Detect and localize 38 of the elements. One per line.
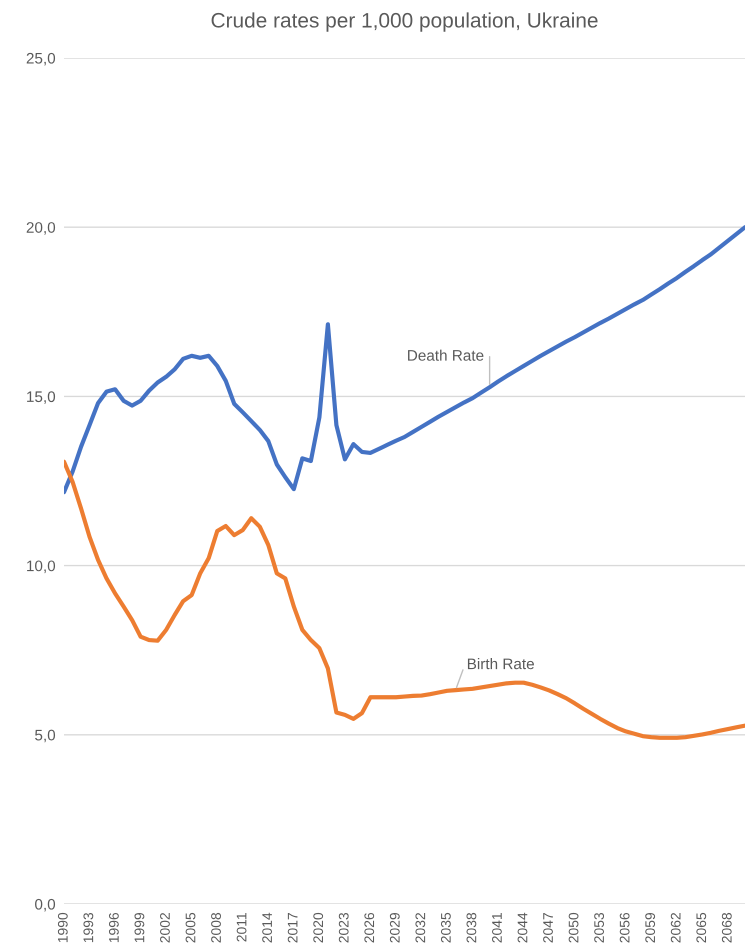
x-tick-label: 2050 xyxy=(568,912,578,943)
x-tick-label: 2029 xyxy=(390,912,400,943)
y-tick-label: 10,0 xyxy=(27,560,56,574)
x-tick-label: 2023 xyxy=(338,912,349,943)
x-tick-label: 1993 xyxy=(83,912,94,942)
x-tick-label: 2038 xyxy=(466,912,476,943)
x-tick-label: 2047 xyxy=(543,913,553,943)
x-tick-label: 2062 xyxy=(670,913,681,943)
series-label: Birth Rate xyxy=(468,658,534,670)
x-tick-label: 2005 xyxy=(186,912,196,943)
series-label: Death Rate xyxy=(408,350,484,361)
x-tick-label: 1996 xyxy=(108,912,119,942)
x-tick-label: 2056 xyxy=(620,912,630,943)
line-series xyxy=(64,460,745,740)
x-tick-label: 2041 xyxy=(492,913,502,943)
x-tick-label: 1999 xyxy=(134,912,144,942)
x-tick-label: 2017 xyxy=(288,913,298,943)
y-tick-label: 5,0 xyxy=(35,730,56,742)
x-tick-label: 2014 xyxy=(262,912,272,943)
x-tick-label: 2068 xyxy=(722,912,732,943)
x-tick-label: 2002 xyxy=(160,913,170,943)
y-tick-label: 20,0 xyxy=(26,222,56,235)
x-tick-label: 1990 xyxy=(58,912,68,942)
y-tick-label: 15,0 xyxy=(27,391,56,404)
x-tick-label: 2059 xyxy=(645,912,656,943)
x-tick-label: 2008 xyxy=(211,912,221,943)
y-tick-label: 25,0 xyxy=(26,52,56,66)
x-tick-label: 2026 xyxy=(364,912,374,943)
x-tick-label: 2035 xyxy=(440,912,451,943)
line-series xyxy=(64,225,745,494)
x-tick-label: 2065 xyxy=(696,912,706,943)
y-tick-label: 0,0 xyxy=(35,898,56,912)
x-tick-label: 2011 xyxy=(236,913,246,942)
chart-title: Crude rates per 1,000 population, Ukraine xyxy=(212,12,598,32)
x-tick-label: 2044 xyxy=(518,912,528,943)
x-tick-label: 2053 xyxy=(594,912,604,943)
x-tick-label: 2020 xyxy=(313,912,324,943)
x-tick-label: 2032 xyxy=(415,913,426,943)
